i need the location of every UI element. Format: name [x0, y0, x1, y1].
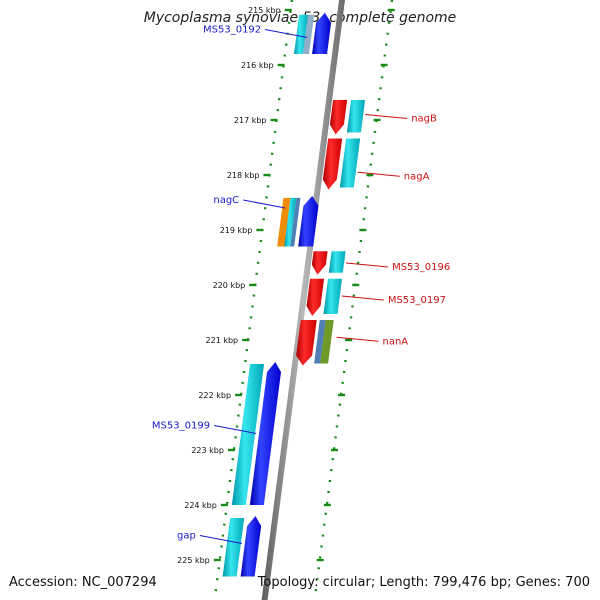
backbone	[261, 0, 345, 600]
kbp-tick-label: 215 kbp	[248, 6, 281, 15]
kbp-tick-label: 220 kbp	[213, 281, 246, 290]
topology-text: Topology: circular; Length: 799,476 bp; …	[257, 575, 590, 590]
gene-nagC-feature-1	[284, 197, 297, 247]
kbp-tick-label: 222 kbp	[198, 391, 231, 400]
gene-nagC-cds	[298, 195, 319, 247]
left-guide-dots	[213, 0, 294, 600]
gene-nagB-cds	[329, 100, 348, 135]
gene-gap-cds	[240, 516, 262, 577]
gene-label-MS53_0197: MS53_0197	[388, 295, 446, 306]
leader-nagA	[357, 171, 400, 177]
gene-nanA-feature-1	[314, 320, 326, 364]
gene-label-MS53_0196: MS53_0196	[392, 262, 450, 273]
leader-nanA	[336, 336, 379, 342]
gene-MS53_0197-feature-1	[323, 278, 343, 314]
leader-gap	[199, 535, 242, 544]
kbp-tick-label: 218 kbp	[227, 171, 260, 180]
gene-label-MS53_0199: MS53_0199	[152, 421, 210, 432]
kbp-tick-label: 223 kbp	[191, 446, 224, 455]
gene-nagA-cds	[322, 138, 343, 190]
kbp-tick-label: 221 kbp	[206, 336, 239, 345]
right-guide-dots	[313, 0, 394, 600]
gene-MS53_0199-feature-0	[231, 364, 265, 505]
kbp-tick-label: 219 kbp	[220, 226, 253, 235]
gene-nagC-feature-0	[277, 197, 291, 247]
gene-MS53_0196-feature-1	[328, 251, 346, 273]
kbp-tick-label: 225 kbp	[177, 556, 210, 565]
leader-MS53_0196	[346, 262, 389, 268]
gene-MS53_0192-cds	[312, 12, 332, 54]
gene-MS53_0199-cds	[249, 362, 282, 505]
gene-nagC-feature-2	[290, 197, 301, 247]
gene-label-nagA: nagA	[404, 171, 430, 182]
gene-features	[222, 12, 366, 577]
leader-MS53_0199	[213, 425, 257, 434]
accession-text: Accession: NC_007294	[9, 575, 157, 590]
kbp-tick-label: 224 kbp	[184, 501, 217, 510]
leader-nagC	[243, 199, 286, 209]
tick-marks: 215 kbp 216 kbp 217 kbp 218 kbp 219 kbp 220 k…	[177, 6, 395, 565]
backbone-bar	[261, 0, 345, 600]
gene-label-nagC: nagC	[213, 195, 239, 206]
gene-MS53_0192-feature-0	[294, 14, 309, 54]
gene-label-gap: gap	[177, 531, 196, 542]
gene-nagA-feature-1	[339, 138, 361, 188]
gene-label-nanA: nanA	[382, 336, 408, 347]
leader-nagB	[365, 114, 408, 119]
gene-label-nagB: nagB	[411, 114, 437, 125]
gene-MS53_0192-feature-1	[303, 14, 315, 54]
gene-MS53_0197-cds	[306, 278, 325, 316]
gene-nanA-cds	[296, 320, 317, 366]
gene-nagB-feature-1	[346, 100, 366, 133]
gene-nanA-feature-2	[320, 320, 334, 364]
kbp-tick-label: 216 kbp	[241, 61, 274, 70]
gene-label-MS53_0192: MS53_0192	[203, 25, 261, 36]
strand-guides	[213, 0, 394, 600]
gene-MS53_0196-cds	[311, 251, 328, 275]
leader-MS53_0192	[265, 29, 308, 38]
kbp-tick-label: 217 kbp	[234, 116, 267, 125]
leader-MS53_0197	[341, 295, 384, 301]
gene-gap-feature-0	[222, 518, 245, 577]
